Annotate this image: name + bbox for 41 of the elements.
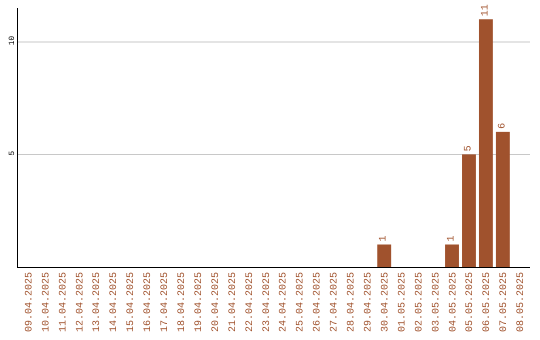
- x-tick-label: 22.04.2025: [244, 272, 256, 332]
- x-tick-label: 30.04.2025: [380, 272, 392, 332]
- data-label: 5: [463, 145, 474, 152]
- bar: [478, 19, 493, 267]
- x-tick-label: 17.04.2025: [160, 272, 172, 332]
- x-tick-label: 07.05.2025: [499, 272, 510, 332]
- x-tick-label: 23.04.2025: [262, 272, 273, 332]
- data-label: 11: [480, 4, 492, 16]
- data-label: 6: [497, 122, 508, 129]
- x-tick-label: 12.04.2025: [75, 272, 86, 332]
- x-tick-label: 10.04.2025: [41, 272, 52, 332]
- bar: [496, 132, 510, 267]
- x-tick-label: 14.04.2025: [109, 272, 120, 332]
- x-tick-label: 28.04.2025: [346, 272, 358, 332]
- x-tick-label: 21.04.2025: [228, 272, 239, 332]
- x-tick-label: 11.04.2025: [58, 272, 70, 332]
- bar: [445, 244, 459, 267]
- x-tick-label: 06.05.2025: [482, 272, 494, 332]
- x-tick-label: 26.04.2025: [312, 272, 324, 332]
- bar: [377, 244, 392, 267]
- x-tick-label: 04.05.2025: [448, 272, 460, 332]
- data-label: 1: [446, 235, 458, 242]
- x-tick-label: 25.04.2025: [296, 272, 307, 332]
- x-tick-label: 15.04.2025: [126, 272, 138, 332]
- x-tick-label: 24.04.2025: [278, 272, 290, 332]
- x-tick-label: 20.04.2025: [210, 272, 222, 332]
- x-tick-label: 16.04.2025: [143, 272, 154, 332]
- y-tick-label: 10: [8, 36, 17, 46]
- x-tick-label: 13.04.2025: [92, 272, 104, 332]
- x-tick-label: 01.05.2025: [397, 272, 408, 332]
- data-label: 1: [378, 235, 390, 242]
- x-tick-label: 18.04.2025: [177, 272, 188, 332]
- x-tick-label: 27.04.2025: [330, 272, 341, 332]
- x-tick-label: 29.04.2025: [364, 272, 374, 332]
- x-tick-label: 19.04.2025: [194, 272, 205, 332]
- bar: [462, 154, 476, 267]
- x-tick-label: 03.05.2025: [431, 272, 442, 332]
- x-tick-label: 09.04.2025: [24, 272, 36, 332]
- x-tick-label: 05.05.2025: [465, 272, 476, 332]
- x-tick-label: 08.05.2025: [516, 272, 528, 332]
- x-tick-label: 02.05.2025: [414, 272, 426, 332]
